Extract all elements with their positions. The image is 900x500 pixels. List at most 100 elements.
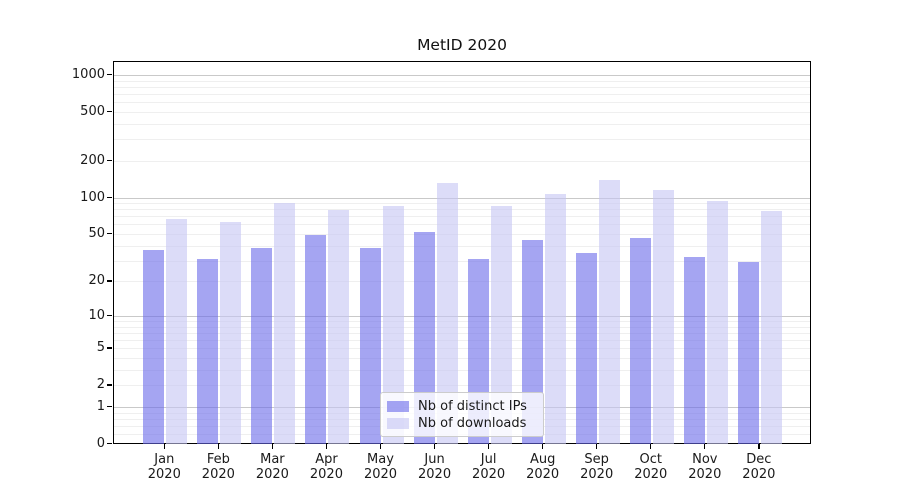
y-tick-mark — [107, 196, 112, 198]
y-tick-label: 200 — [80, 152, 105, 168]
x-tick-mark — [433, 444, 436, 449]
gridline — [114, 112, 810, 114]
bar-sep-ips — [575, 252, 597, 444]
bar-apr-downloads — [328, 209, 350, 444]
y-tick-mark — [107, 111, 112, 113]
x-tick-mark — [541, 444, 544, 449]
legend-swatch-downloads — [387, 418, 409, 429]
bar-may-downloads — [382, 205, 404, 444]
x-tick-label: Oct 2020 — [634, 452, 668, 482]
bar-may-ips — [359, 248, 381, 444]
gridline — [114, 358, 810, 360]
x-tick-mark — [704, 444, 706, 449]
bar-mar-ips — [251, 248, 273, 444]
bar-jun-ips — [413, 231, 435, 444]
legend-item: Nb of distinct IPs — [387, 399, 535, 415]
y-tick-label: 1000 — [71, 67, 105, 83]
gridline — [114, 203, 810, 205]
x-tick-label: Apr 2020 — [309, 452, 343, 482]
y-tick-label: 0 — [96, 436, 105, 451]
gridline — [114, 321, 810, 323]
legend-item: Nb of downloads — [387, 416, 535, 432]
y-tick-label: 20 — [88, 273, 105, 289]
gridline — [114, 139, 810, 141]
x-tick-label: Jul 2020 — [472, 452, 506, 482]
gridline — [114, 332, 810, 334]
gridline — [114, 86, 810, 88]
gridline — [114, 216, 810, 218]
x-tick-label: Aug 2020 — [526, 452, 560, 482]
x-tick-label: Dec 2020 — [742, 452, 776, 482]
y-tick-mark — [107, 384, 112, 386]
y-tick-mark — [107, 159, 112, 162]
chart-title: MetID 2020 — [417, 36, 507, 54]
y-tick-mark — [107, 443, 112, 445]
y-tick-mark — [107, 233, 112, 235]
gridline — [114, 340, 810, 342]
x-tick-mark — [271, 444, 274, 449]
x-tick-mark — [217, 444, 220, 449]
x-tick-mark — [163, 444, 165, 449]
gridline — [114, 102, 810, 104]
legend-swatch-distinct-ips — [387, 401, 409, 412]
y-tick-label: 1 — [96, 398, 105, 414]
gridline — [114, 385, 810, 387]
legend: Nb of distinct IPs Nb of downloads — [380, 392, 544, 437]
y-tick-mark — [107, 314, 112, 317]
gridline — [114, 75, 810, 77]
bar-nov-downloads — [706, 201, 728, 444]
x-tick-label: Feb 2020 — [201, 452, 235, 482]
bar-apr-ips — [305, 235, 327, 444]
legend-label: Nb of downloads — [418, 416, 527, 431]
x-tick-label: Sep 2020 — [580, 452, 614, 482]
bar-jun-downloads — [436, 182, 458, 444]
gridline — [114, 94, 810, 96]
y-tick-label: 2 — [96, 377, 105, 393]
gridline — [114, 160, 810, 162]
bar-jul-downloads — [490, 205, 512, 444]
legend-label: Nb of distinct IPs — [418, 399, 527, 414]
bar-oct-ips — [629, 238, 651, 444]
gridline — [114, 369, 810, 371]
x-tick-mark — [596, 444, 598, 449]
x-tick-label: Jun 2020 — [418, 452, 452, 482]
x-tick-mark — [379, 444, 382, 449]
x-tick-mark — [487, 444, 490, 449]
plot-area — [113, 61, 811, 444]
gridline — [114, 315, 810, 317]
gridline — [114, 209, 810, 211]
bar-mar-downloads — [274, 203, 296, 444]
y-tick-label: 5 — [96, 340, 105, 356]
bar-jan-ips — [143, 249, 165, 444]
gridline — [114, 123, 810, 125]
gridline — [114, 348, 810, 350]
x-tick-mark — [758, 444, 760, 449]
gridline — [114, 260, 810, 262]
bar-oct-downloads — [652, 190, 674, 444]
x-tick-label: Jan 2020 — [147, 452, 181, 482]
bar-dec-ips — [737, 262, 759, 444]
x-tick-label: Nov 2020 — [688, 452, 722, 482]
x-tick-label: May 2020 — [363, 452, 398, 482]
bar-nov-ips — [683, 257, 705, 444]
x-tick-label: Mar 2020 — [255, 452, 289, 482]
gridline — [114, 281, 810, 283]
y-tick-label: 100 — [80, 189, 105, 205]
bar-jan-downloads — [166, 219, 188, 444]
bar-aug-downloads — [544, 193, 566, 444]
x-tick-mark — [650, 444, 652, 449]
gridline — [114, 224, 810, 226]
y-tick-mark — [107, 74, 112, 76]
gridline — [114, 234, 810, 236]
y-tick-label: 500 — [80, 104, 105, 120]
bar-feb-ips — [197, 258, 219, 444]
bar-feb-downloads — [220, 221, 242, 444]
y-tick-mark — [107, 280, 112, 282]
y-tick-label: 50 — [88, 226, 105, 242]
gridline — [114, 326, 810, 328]
y-tick-mark — [107, 347, 112, 349]
bar-dec-downloads — [760, 211, 782, 444]
gridline — [114, 80, 810, 82]
gridline — [114, 197, 810, 199]
